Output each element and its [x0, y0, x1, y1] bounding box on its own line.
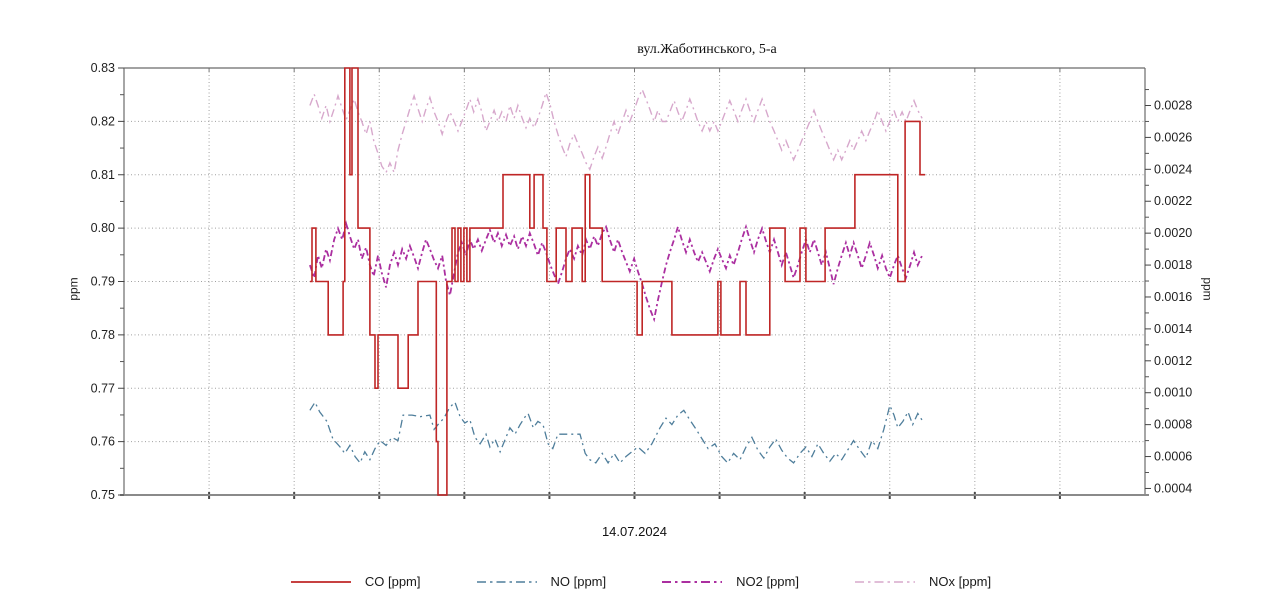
legend-item-nox: NOx [ppm] — [853, 574, 991, 589]
legend-label-no: NO [ppm] — [550, 574, 607, 589]
legend: CO [ppm] NO [ppm] NO2 [ppm] NOx [ppm] — [0, 574, 1280, 589]
series-line-co — [309, 67, 926, 496]
left-tick-label: 0.75 — [91, 488, 115, 502]
x-axis-date-label: 14.07.2024 — [601, 524, 668, 539]
right-tick-label: 0.0020 — [1154, 226, 1192, 240]
right-tick-label: 0.0022 — [1154, 194, 1192, 208]
nox-legend-line-icon — [854, 580, 915, 583]
left-tick-label: 0.79 — [91, 275, 115, 289]
no-legend-line-icon — [476, 580, 537, 583]
right-tick-label: 0.0014 — [1154, 322, 1192, 336]
right-tick-label: 0.0004 — [1154, 481, 1192, 495]
legend-item-co: CO [ppm] — [289, 574, 421, 589]
legend-label-co: CO [ppm] — [364, 574, 421, 589]
right-tick-label: 0.0024 — [1154, 162, 1192, 176]
left-tick-label: 0.83 — [91, 61, 115, 75]
left-tick-label: 0.82 — [91, 114, 115, 128]
chart-title: вул.Жаботинського, 5-а — [637, 42, 777, 57]
left-tick-label: 0.80 — [91, 221, 115, 235]
left-tick-label: 0.76 — [91, 435, 115, 449]
legend-item-no2: NO2 [ppm] — [660, 574, 799, 589]
no2-legend-line-icon — [662, 580, 723, 583]
legend-item-no: NO [ppm] — [475, 574, 607, 589]
right-tick-label: 0.0026 — [1154, 130, 1192, 144]
left-tick-label: 0.81 — [91, 168, 115, 182]
right-tick-label: 0.0028 — [1154, 98, 1192, 112]
right-tick-label: 0.0012 — [1154, 354, 1192, 368]
legend-label-nox: NOx [ppm] — [928, 574, 992, 589]
left-tick-label: 0.78 — [91, 328, 115, 342]
right-tick-label: 0.0016 — [1154, 290, 1192, 304]
right-tick-label: 0.0008 — [1154, 418, 1192, 432]
right-tick-label: 0.0018 — [1154, 258, 1192, 272]
series-line-no — [309, 400, 924, 465]
series-line-nox — [309, 87, 923, 175]
legend-label-no2: NO2 [ppm] — [736, 574, 799, 589]
series-line-no2 — [309, 220, 923, 323]
right-tick-label: 0.0010 — [1154, 386, 1192, 400]
right-tick-label: 0.0006 — [1154, 450, 1192, 464]
left-tick-label: 0.77 — [91, 381, 115, 395]
co-legend-line-icon — [290, 580, 351, 583]
